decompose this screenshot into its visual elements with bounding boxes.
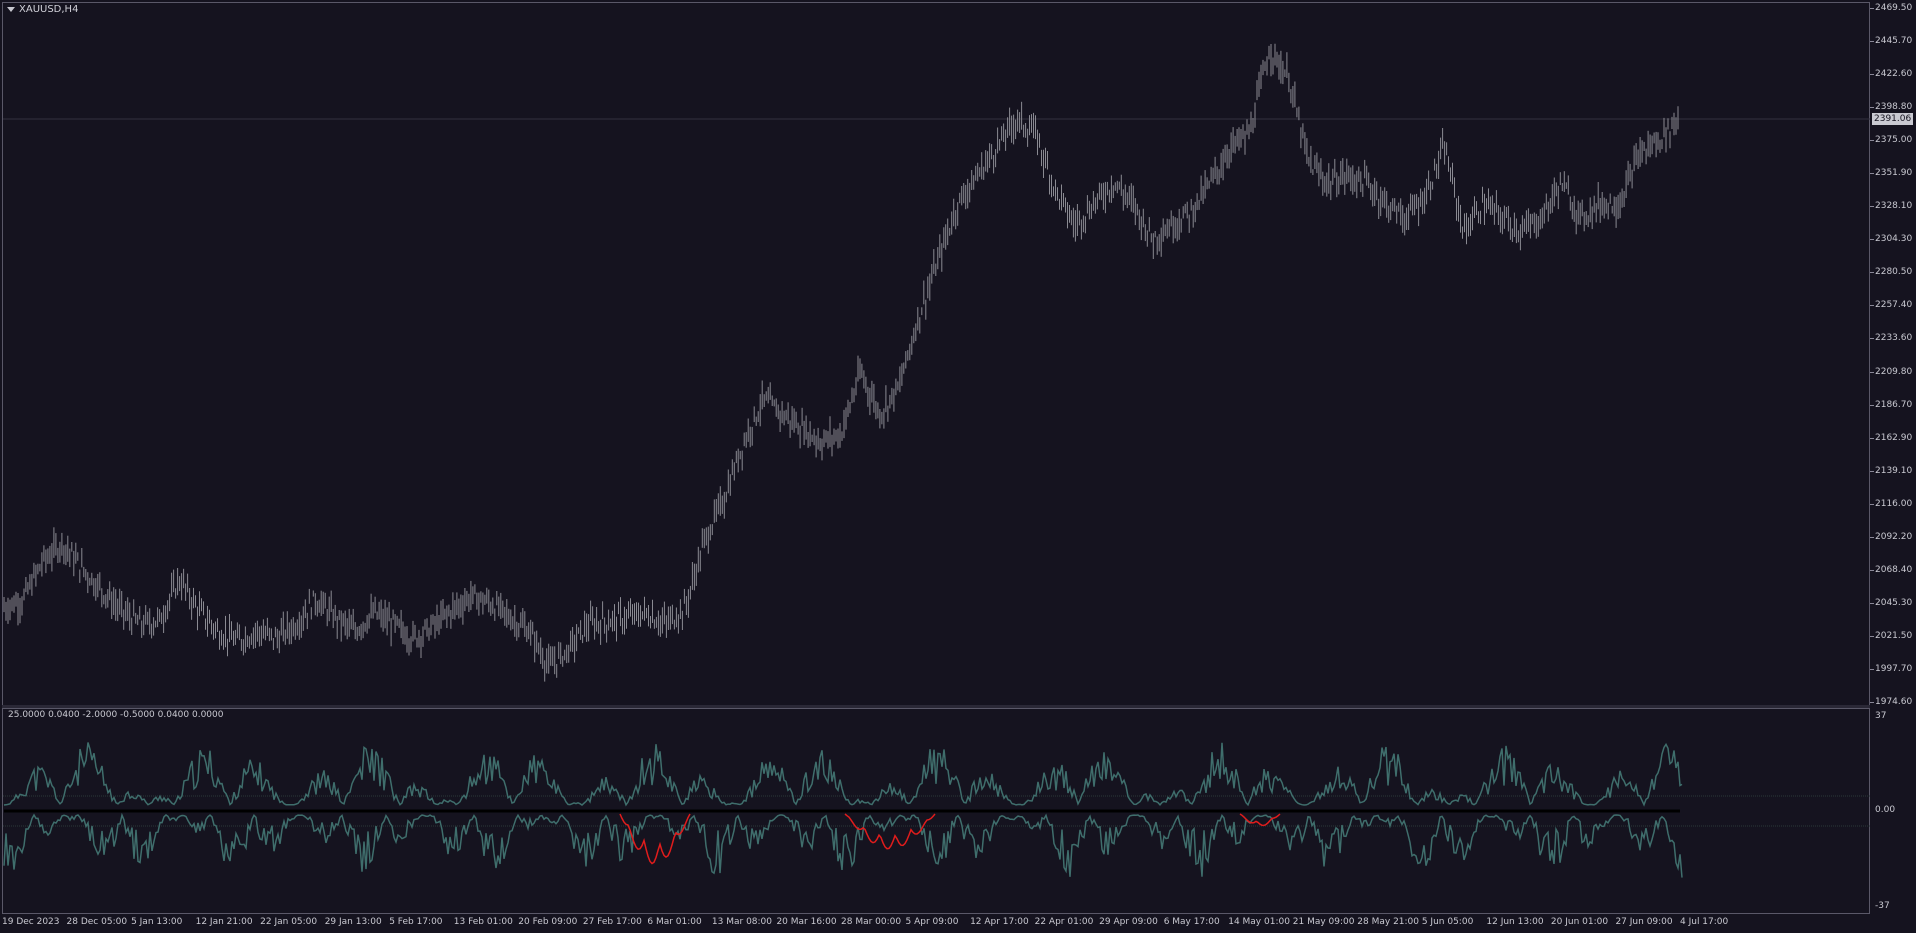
price-tick-label: 2068.40 [1875,564,1913,575]
price-tick-mark [1870,371,1874,373]
price-tick-label: 2021.50 [1875,630,1913,641]
time-tick-label: 6 May 17:00 [1163,917,1220,927]
time-tick-label: 12 Jan 21:00 [195,917,253,927]
time-tick-label: 6 Mar 01:00 [647,917,702,927]
price-tick-label: 1997.70 [1875,663,1913,674]
price-tick-mark [1870,338,1874,340]
indicator-upper-line [3,742,1683,807]
time-tick-label: 12 Jun 13:00 [1486,917,1544,927]
price-tick-mark [1870,635,1874,637]
indicator-tick-label: 0.00 [1875,805,1896,815]
time-tick-label: 5 Apr 09:00 [905,917,959,927]
price-bars [3,43,1679,682]
price-tick-mark [1870,437,1874,439]
price-tick-label: 2398.80 [1875,102,1913,113]
price-tick-mark [1870,569,1874,571]
price-tick-mark [1870,173,1874,175]
time-tick-label: 28 May 21:00 [1357,917,1420,927]
price-tick-label: 2209.80 [1875,366,1913,377]
price-tick-mark [1870,404,1874,406]
time-tick-label: 13 Mar 08:00 [711,917,773,927]
price-tick-mark [1870,8,1874,9]
price-tick-mark [1870,536,1874,538]
indicator-tick-label: 37 [1875,711,1887,721]
time-tick-label: 12 Apr 17:00 [970,917,1029,927]
indicator-alert-segment [1239,813,1281,827]
time-tick-label: 20 Feb 09:00 [518,917,578,927]
price-tick-mark [1870,668,1874,670]
time-tick-label: 28 Mar 00:00 [841,917,902,927]
time-tick-label: 20 Mar 16:00 [776,917,837,927]
time-tick-label: 14 May 01:00 [1228,917,1290,927]
price-tick-label: 2304.30 [1875,234,1913,245]
time-tick-label: 29 Jan 13:00 [324,917,382,927]
time-tick-label: 19 Dec 2023 [2,917,60,927]
price-tick-label: 2351.90 [1875,168,1913,179]
indicator-lower-line [3,812,1683,878]
price-tick-label: 2233.60 [1875,333,1913,344]
time-axis[interactable]: 19 Dec 2023 28 Dec 05:00 5 Jan 13:00 12 Jan… [0,914,1870,933]
pane-separator[interactable] [2,705,1870,708]
price-tick-label: 2469.50 [1875,3,1913,13]
price-tick-label: 2257.40 [1875,300,1913,311]
price-tick-mark [1870,74,1874,76]
price-tick-mark [1870,239,1874,241]
time-tick-label: 27 Jun 09:00 [1615,917,1673,927]
time-tick-label: 20 Jun 01:00 [1550,917,1609,927]
price-tick-mark [1870,272,1874,274]
price-tick-mark [1870,503,1874,505]
price-tick-label: 2092.20 [1875,531,1913,542]
time-tick-label: 27 Feb 17:00 [582,917,642,927]
price-tick-mark [1870,140,1874,142]
price-tick-mark [1870,107,1874,109]
symbol-label[interactable]: XAUUSD,H4 [7,4,78,15]
price-tick-mark [1870,41,1874,43]
price-tick-label: 2139.10 [1875,465,1913,476]
indicator-params-label: 25.0000 0.0400 -2.0000 -0.5000 0.0400 0.… [8,710,224,720]
price-tick-mark [1870,702,1874,703]
time-tick-label: 13 Feb 01:00 [453,917,513,927]
price-tick-label: 2445.70 [1875,36,1913,47]
price-tick-mark [1870,305,1874,307]
indicator-tick-label: -37 [1875,901,1890,911]
time-tick-label: 22 Jan 05:00 [260,917,318,927]
price-tick-label: 2280.50 [1875,267,1913,278]
price-tick-mark [1870,470,1874,472]
price-tick-label: 1974.60 [1875,697,1913,707]
time-tick-label: 29 Apr 09:00 [1099,917,1158,927]
time-tick-label: 4 Jul 17:00 [1680,917,1729,927]
price-tick-mark [1870,602,1874,604]
indicator-alert-segment [844,813,936,850]
indicator-pane[interactable] [2,708,1870,914]
price-axis[interactable]: 2469.50 2445.70 2422.60 2398.80 2375.00 2351.… [1870,0,1916,710]
price-tick-label: 2186.70 [1875,399,1913,410]
price-tick-label: 2328.10 [1875,201,1913,212]
price-tick-label: 2375.00 [1875,135,1913,146]
price-tick-label: 2422.60 [1875,69,1913,80]
current-price-badge: 2391.06 [1872,113,1914,125]
symbol-text: XAUUSD,H4 [19,4,79,15]
indicator-lines [3,742,1683,878]
chart-menu-icon[interactable] [7,7,15,12]
indicator-axis[interactable]: 37 0.00 -37 [1872,708,1916,918]
price-tick-label: 2045.30 [1875,597,1913,608]
time-tick-label: 28 Dec 05:00 [66,917,128,927]
price-tick-label: 2116.00 [1875,498,1913,509]
indicator-alert-segment [619,813,691,865]
time-tick-label: 5 Feb 17:00 [389,917,443,927]
time-tick-label: 22 Apr 01:00 [1034,917,1094,927]
time-tick-label: 21 May 09:00 [1292,917,1355,927]
price-tick-mark [1870,206,1874,208]
time-tick-label: 5 Jan 13:00 [131,917,183,927]
price-tick-label: 2162.90 [1875,432,1913,443]
time-tick-label: 5 Jun 05:00 [1421,917,1474,927]
